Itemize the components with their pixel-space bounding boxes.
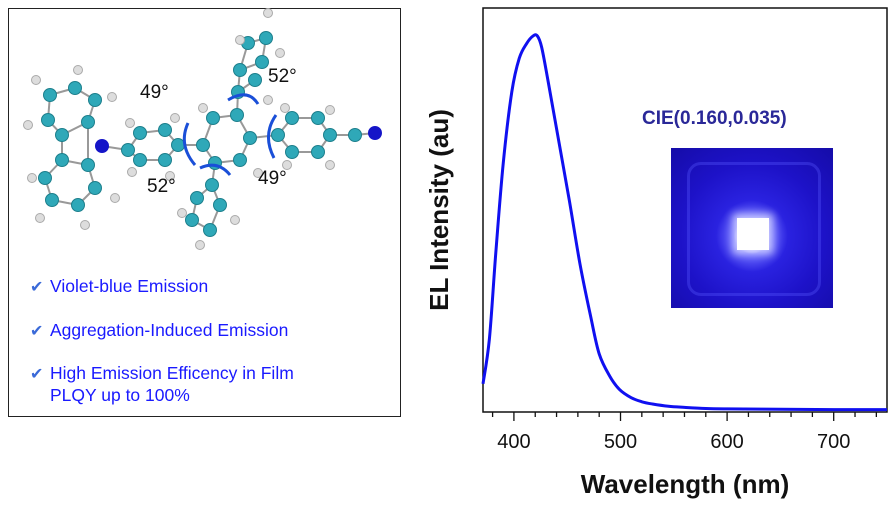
hydrogen-atom	[23, 120, 33, 130]
checkmark-icon: ✔	[30, 279, 44, 296]
angle-label: 52°	[268, 66, 297, 87]
hydrogen-atom	[165, 171, 175, 181]
carbon-atom	[190, 191, 204, 205]
hydrogen-atom	[73, 65, 83, 75]
carbon-atom	[205, 178, 219, 192]
molecule-panel	[8, 8, 401, 417]
carbon-atom	[81, 158, 95, 172]
hydrogen-atom	[235, 35, 245, 45]
carbon-atom	[203, 223, 217, 237]
feature-text: Aggregation-Induced Emission	[50, 320, 289, 340]
carbon-atom	[233, 153, 247, 167]
device-emission-photo	[671, 148, 833, 308]
carbon-atom	[311, 145, 325, 159]
carbon-atom	[38, 171, 52, 185]
carbon-atom	[55, 128, 69, 142]
feature-item: ✔ Violet-blue Emission	[30, 276, 208, 298]
carbon-atom	[248, 73, 262, 87]
carbon-atom	[158, 153, 172, 167]
hydrogen-atom	[230, 215, 240, 225]
hydrogen-atom	[107, 92, 117, 102]
checkmark-icon: ✔	[30, 323, 44, 340]
hydrogen-atom	[325, 105, 335, 115]
carbon-atom	[259, 31, 273, 45]
x-tick-label: 500	[604, 431, 637, 453]
hydrogen-atom	[31, 75, 41, 85]
carbon-atom	[213, 198, 227, 212]
hydrogen-atom	[195, 240, 205, 250]
rotation-arrow-icon	[267, 114, 278, 159]
carbon-atom	[323, 128, 337, 142]
carbon-atom	[133, 126, 147, 140]
y-axis-label: EL Intensity (au)	[424, 109, 454, 311]
checkmark-icon: ✔	[30, 366, 44, 383]
carbon-atom	[348, 128, 362, 142]
carbon-atom	[133, 153, 147, 167]
rotation-arrow-icon	[182, 122, 197, 166]
carbon-atom	[185, 213, 199, 227]
hydrogen-atom	[125, 118, 135, 128]
carbon-atom	[255, 55, 269, 69]
hydrogen-atom	[263, 8, 273, 18]
feature-text: Violet-blue Emission	[50, 276, 209, 296]
x-tick-label: 400	[497, 431, 530, 453]
hydrogen-atom	[27, 173, 37, 183]
hydrogen-atom	[253, 168, 263, 178]
hydrogen-atom	[127, 167, 137, 177]
carbon-atom	[121, 143, 135, 157]
rotation-arrow-icon	[227, 93, 260, 105]
carbon-atom	[311, 111, 325, 125]
rotation-arrow-icon	[199, 163, 232, 176]
feature-text: High Emission Efficency in Film	[50, 363, 294, 383]
hydrogen-atom	[282, 160, 292, 170]
hydrogen-atom	[198, 103, 208, 113]
carbon-atom	[285, 111, 299, 125]
hydrogen-atom	[80, 220, 90, 230]
x-tick-label: 700	[817, 431, 850, 453]
carbon-atom	[68, 81, 82, 95]
hydrogen-atom	[263, 95, 273, 105]
carbon-atom	[88, 93, 102, 107]
hydrogen-atom	[325, 160, 335, 170]
nitrogen-atom	[368, 126, 382, 140]
carbon-atom	[43, 88, 57, 102]
carbon-atom	[206, 111, 220, 125]
angle-label: 49°	[140, 82, 169, 103]
hydrogen-atom	[170, 113, 180, 123]
hydrogen-atom	[275, 48, 285, 58]
feature-text: PLQY up to 100%	[50, 385, 190, 405]
carbon-atom	[230, 108, 244, 122]
hydrogen-atom	[177, 208, 187, 218]
carbon-atom	[233, 63, 247, 77]
hydrogen-atom	[280, 103, 290, 113]
angle-label: 52°	[147, 176, 176, 197]
molecule-structure	[23, 8, 382, 250]
carbon-atom	[45, 193, 59, 207]
carbon-atom	[81, 115, 95, 129]
carbon-atom	[271, 128, 285, 142]
nitrogen-atom	[95, 139, 109, 153]
carbon-atom	[158, 123, 172, 137]
carbon-atom	[55, 153, 69, 167]
emitting-pixel	[737, 218, 769, 250]
x-axis-label: Wavelength (nm)	[581, 469, 789, 499]
cie-label: CIE(0.160,0.035)	[642, 108, 787, 129]
carbon-atom	[196, 138, 210, 152]
carbon-atom	[41, 113, 55, 127]
x-tick-label: 600	[710, 431, 743, 453]
angle-label: 49°	[258, 168, 287, 189]
carbon-atom	[71, 198, 85, 212]
carbon-atom	[243, 131, 257, 145]
hydrogen-atom	[35, 213, 45, 223]
el-spectrum-line	[481, 33, 888, 412]
hydrogen-atom	[110, 193, 120, 203]
feature-item: ✔ High Emission Efficency in Film PLQY up …	[30, 363, 294, 406]
carbon-atom	[88, 181, 102, 195]
feature-item: ✔ Aggregation-Induced Emission	[30, 320, 288, 342]
carbon-atom	[285, 145, 299, 159]
